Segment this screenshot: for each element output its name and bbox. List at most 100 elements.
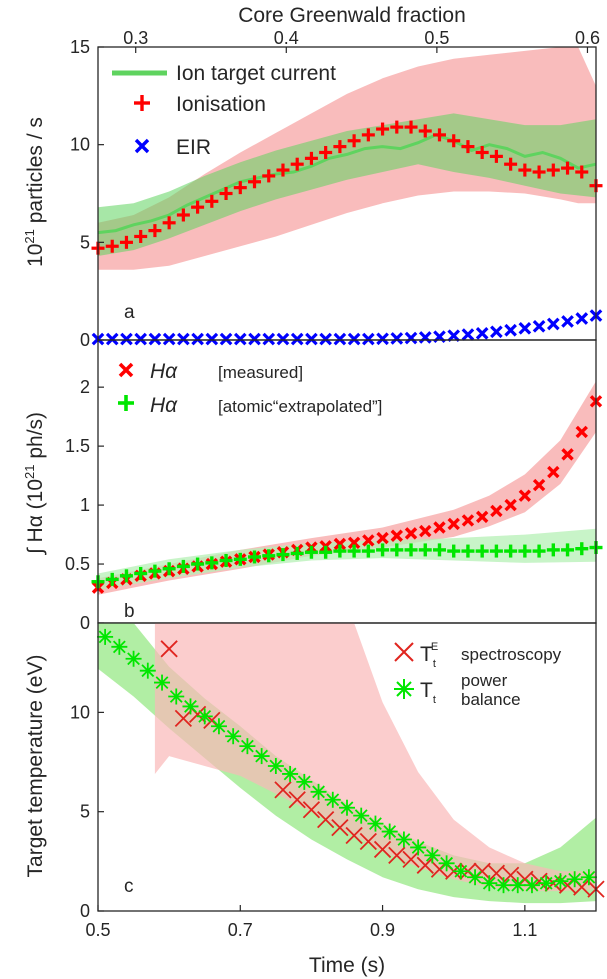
legend-spectroscopy-symbol: TtE bbox=[420, 641, 438, 670]
eir-point bbox=[475, 327, 489, 340]
halpha-extrapolated-point bbox=[347, 544, 361, 558]
eir-point bbox=[233, 332, 247, 346]
halpha-extrapolated-point bbox=[361, 544, 375, 558]
power-balance-temperature-point bbox=[381, 823, 398, 840]
power-balance-temperature-point bbox=[253, 748, 270, 765]
ionisation-point bbox=[105, 239, 119, 253]
panel-c-legend: TtE spectroscopy Tt power balance bbox=[394, 641, 562, 709]
extrapolated-uncertainty-band bbox=[98, 528, 596, 590]
halpha-extrapolated-point bbox=[119, 569, 133, 583]
top-axis-title: Core Greenwald fraction bbox=[238, 4, 466, 27]
ionisation-point bbox=[219, 187, 233, 200]
legend-measured-symbol: Hα bbox=[150, 360, 178, 383]
halpha-extrapolated-point bbox=[276, 548, 290, 562]
legend-spectroscopy-main: T bbox=[420, 643, 433, 666]
spectroscopy-temperature-point bbox=[402, 850, 420, 868]
x-tick-label: 0.5 bbox=[85, 920, 110, 940]
halpha-measured-point bbox=[404, 527, 418, 540]
x-tick-label: 1.1 bbox=[512, 920, 537, 940]
eir-point bbox=[105, 332, 119, 346]
eir-point bbox=[575, 312, 589, 325]
halpha-measured-point bbox=[561, 448, 574, 461]
halpha-measured-point bbox=[532, 478, 546, 492]
spectroscopy-uncertainty-band bbox=[154, 623, 596, 892]
panel-a-ytick-label: 0 bbox=[80, 330, 90, 350]
ionisation-point bbox=[347, 134, 361, 148]
ionisation-point bbox=[205, 194, 219, 208]
eir-point bbox=[390, 332, 404, 345]
legend-extrapolated-symbol: Hα bbox=[150, 394, 178, 417]
panel-a-ylabel-exp: 21 bbox=[22, 229, 37, 243]
ionisation-point bbox=[489, 149, 503, 163]
eir-point bbox=[404, 331, 418, 345]
eir-point bbox=[248, 332, 261, 346]
power-balance-temperature-point bbox=[239, 738, 256, 755]
halpha-measured-point bbox=[518, 489, 532, 502]
panel-b-legend: Hα [measured] Hα [atomic“extrapolated”] bbox=[118, 360, 382, 417]
spectroscopy-temperature-point bbox=[416, 856, 434, 874]
halpha-extrapolated-point bbox=[561, 543, 575, 557]
eir-point bbox=[290, 332, 304, 346]
halpha-extrapolated-point bbox=[575, 542, 589, 556]
eir-point bbox=[262, 332, 276, 346]
x-tick-label: 0.7 bbox=[228, 920, 253, 940]
panel-c-bands bbox=[98, 623, 596, 904]
panel-b-ytick-label: 2 bbox=[80, 377, 90, 397]
ionisation-point bbox=[304, 151, 318, 165]
eir-point bbox=[418, 331, 432, 344]
halpha-measured-point bbox=[461, 514, 475, 527]
power-balance-temperature-point bbox=[438, 855, 455, 872]
ionisation-point bbox=[361, 128, 375, 142]
halpha-extrapolated-point bbox=[333, 544, 347, 558]
panel-c-ylabel: Target temperature (eV) bbox=[24, 655, 47, 878]
ionisation-point bbox=[376, 122, 390, 136]
legend-measured-label: [measured] bbox=[218, 363, 303, 382]
spectroscopy-temperature-point bbox=[501, 866, 520, 884]
halpha-extrapolated-point bbox=[304, 545, 318, 559]
panel-a-ylabel-base: 10 bbox=[24, 244, 47, 267]
legend-ion-label: Ion target current bbox=[176, 62, 336, 85]
halpha-extrapolated-point bbox=[290, 546, 304, 560]
eir-point bbox=[546, 317, 560, 331]
halpha-extrapolated-point bbox=[219, 554, 233, 568]
legend-measured-marker bbox=[118, 362, 134, 378]
top-axis: 0.3 0.4 0.5 0.6 bbox=[123, 28, 600, 53]
panel-c-letter: c bbox=[124, 876, 134, 897]
panel-b-ytick-label: 0.5 bbox=[65, 554, 90, 574]
power-balance-temperature-point bbox=[552, 873, 569, 890]
legend-extrapolated-label: [atomic“extrapolated”] bbox=[218, 397, 382, 416]
power-balance-temperature-point bbox=[410, 839, 427, 856]
legend-powerbalance-line1: power bbox=[461, 671, 508, 690]
eir-point bbox=[518, 321, 532, 335]
halpha-extrapolated-point bbox=[532, 544, 546, 558]
spectroscopy-temperature-point bbox=[317, 810, 335, 829]
halpha-extrapolated-point bbox=[546, 543, 560, 557]
halpha-extrapolated-point bbox=[248, 550, 262, 564]
ionisation-point bbox=[134, 229, 148, 243]
spectroscopy-temperature-point bbox=[331, 818, 349, 837]
halpha-measured-point bbox=[475, 510, 489, 524]
halpha-extrapolated-point bbox=[191, 557, 205, 571]
power-balance-temperature-point bbox=[154, 674, 171, 691]
halpha-measured-point bbox=[333, 537, 347, 551]
legend-spectroscopy-label: spectroscopy bbox=[461, 645, 562, 664]
ionisation-point bbox=[162, 216, 176, 230]
power-balance-temperature-point bbox=[424, 847, 441, 864]
halpha-extrapolated-point bbox=[134, 566, 148, 580]
panel-c-frame bbox=[97, 622, 597, 912]
power-balance-temperature-point bbox=[566, 871, 583, 888]
eir-point bbox=[305, 332, 318, 346]
spectroscopy-temperature-point bbox=[174, 709, 193, 727]
legend-eir-marker bbox=[134, 138, 150, 154]
spectroscopy-temperature-point bbox=[373, 840, 392, 859]
halpha-measured-point bbox=[547, 465, 560, 479]
ionisation-point bbox=[575, 165, 589, 179]
panel-a-axes: 0 5 10 15 bbox=[70, 37, 104, 350]
power-balance-temperature-point bbox=[182, 698, 199, 715]
panel-b-ylabel-post: ph/s) bbox=[24, 412, 47, 465]
power-balance-temperature-point bbox=[495, 877, 512, 894]
panel-c-marks bbox=[97, 628, 605, 898]
